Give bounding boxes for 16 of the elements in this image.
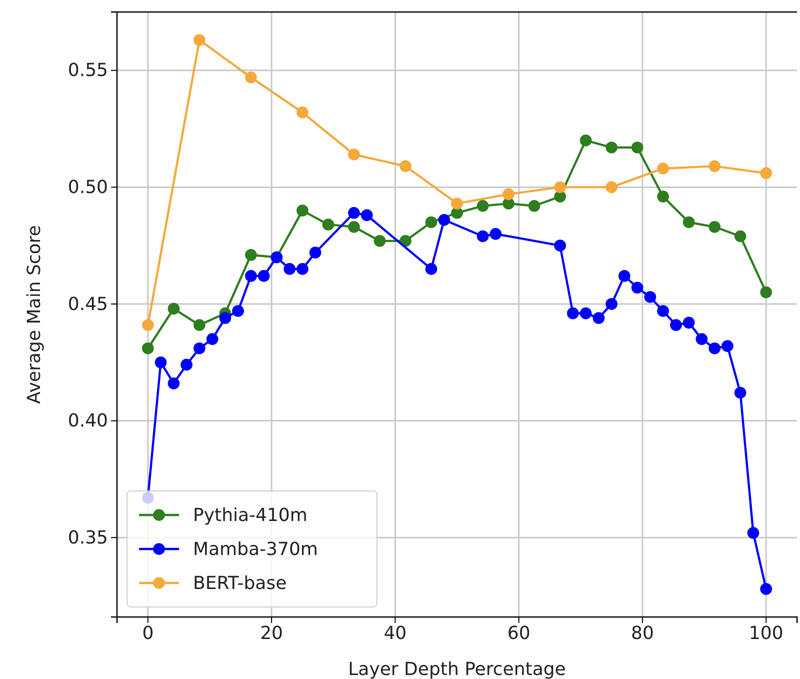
y-tick-label: 0.35: [68, 527, 108, 548]
legend-label: Mamba-370m: [193, 539, 318, 560]
x-tick-label: 60: [507, 622, 530, 644]
y-tick-label: 0.55: [68, 60, 108, 82]
x-tick-label: 100: [748, 622, 784, 644]
y-axis-title: Average Main Score: [24, 225, 45, 404]
legend-label: Pythia-410m: [193, 505, 308, 526]
x-tick-label: 20: [260, 622, 283, 644]
y-tick-label: 0.50: [68, 176, 108, 198]
x-tick-label: 40: [384, 622, 407, 644]
x-axis-title: Layer Depth Percentage: [348, 659, 566, 679]
x-tick-label: 80: [631, 622, 654, 644]
legend-label: BERT-base: [193, 573, 287, 594]
x-tick-label: 0: [142, 622, 154, 644]
y-tick-label: 0.40: [68, 410, 108, 432]
y-tick-label: 0.45: [68, 294, 108, 315]
